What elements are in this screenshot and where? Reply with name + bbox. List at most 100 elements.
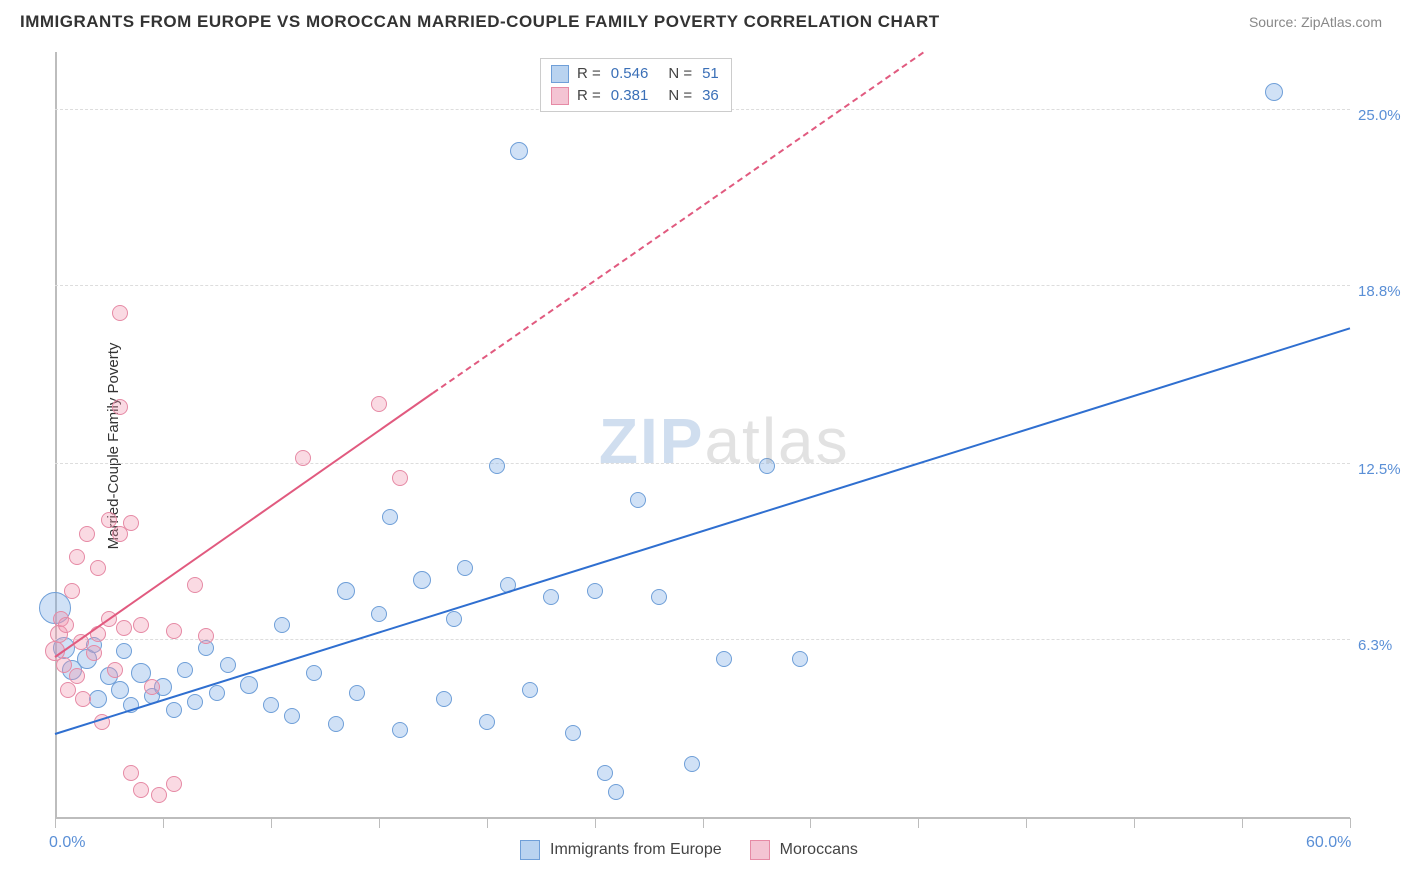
- legend-r-value: 0.381: [609, 85, 651, 107]
- xtick: [1134, 818, 1135, 828]
- data-point-moroccans: [166, 776, 182, 792]
- legend-n-value: 36: [700, 85, 721, 107]
- data-point-europe: [792, 651, 808, 667]
- data-point-europe: [274, 617, 290, 633]
- data-point-moroccans: [86, 645, 102, 661]
- data-point-europe: [565, 725, 581, 741]
- data-point-europe: [284, 708, 300, 724]
- xtick: [810, 818, 811, 828]
- xtick: [918, 818, 919, 828]
- xtick: [1242, 818, 1243, 828]
- data-point-europe: [1265, 83, 1283, 101]
- data-point-moroccans: [75, 691, 91, 707]
- data-point-europe: [630, 492, 646, 508]
- data-point-europe: [328, 716, 344, 732]
- ytick-label: 6.3%: [1358, 637, 1392, 654]
- x-axis-max-label: 60.0%: [1306, 834, 1351, 852]
- data-point-moroccans: [295, 450, 311, 466]
- legend-swatch: [551, 65, 569, 83]
- legend-r-value: 0.546: [609, 63, 651, 85]
- legend-series-label: Moroccans: [780, 841, 858, 859]
- data-point-europe: [522, 682, 538, 698]
- data-point-moroccans: [133, 782, 149, 798]
- legend-n-label: N =: [668, 85, 692, 107]
- xtick: [1026, 818, 1027, 828]
- ytick-label: 18.8%: [1358, 283, 1401, 300]
- plot-area: 6.3%12.5%18.8%25.0%0.0%60.0%: [55, 52, 1350, 818]
- data-point-europe: [479, 714, 495, 730]
- data-point-europe: [209, 685, 225, 701]
- source-credit: Source: ZipAtlas.com: [1249, 14, 1382, 30]
- gridline: [55, 285, 1350, 286]
- data-point-europe: [116, 643, 132, 659]
- legend-stats-row-moroccans: R =0.381N =36: [551, 85, 721, 107]
- data-point-europe: [240, 676, 258, 694]
- xtick: [379, 818, 380, 828]
- data-point-europe: [587, 583, 603, 599]
- legend-r-label: R =: [577, 63, 601, 85]
- data-point-europe: [166, 702, 182, 718]
- data-point-europe: [684, 756, 700, 772]
- data-point-moroccans: [151, 787, 167, 803]
- gridline: [55, 639, 1350, 640]
- data-point-europe: [446, 611, 462, 627]
- data-point-europe: [392, 722, 408, 738]
- legend-stats: R = 0.546 N = 51R = 0.381 N = 36: [540, 58, 732, 112]
- data-point-moroccans: [90, 560, 106, 576]
- legend-n-label: N =: [668, 63, 692, 85]
- data-point-europe: [263, 697, 279, 713]
- data-point-moroccans: [64, 583, 80, 599]
- data-point-moroccans: [371, 396, 387, 412]
- data-point-europe: [337, 582, 355, 600]
- data-point-europe: [489, 458, 505, 474]
- legend-swatch: [551, 87, 569, 105]
- legend-n-value: 51: [700, 63, 721, 85]
- data-point-moroccans: [112, 399, 128, 415]
- data-point-europe: [716, 651, 732, 667]
- xtick: [487, 818, 488, 828]
- data-point-moroccans: [56, 657, 72, 673]
- data-point-europe: [220, 657, 236, 673]
- legend-stats-row-europe: R = 0.546 N = 51: [551, 63, 721, 85]
- data-point-europe: [457, 560, 473, 576]
- source-link[interactable]: ZipAtlas.com: [1301, 14, 1382, 30]
- data-point-moroccans: [187, 577, 203, 593]
- data-point-europe: [608, 784, 624, 800]
- data-point-moroccans: [69, 668, 85, 684]
- data-point-europe: [89, 690, 107, 708]
- source-label: Source:: [1249, 14, 1297, 30]
- data-point-europe: [187, 694, 203, 710]
- data-point-moroccans: [112, 305, 128, 321]
- data-point-moroccans: [60, 682, 76, 698]
- xtick: [595, 818, 596, 828]
- xtick: [271, 818, 272, 828]
- xtick: [163, 818, 164, 828]
- legend-series: Immigrants from EuropeMoroccans: [520, 840, 876, 860]
- data-point-europe: [306, 665, 322, 681]
- gridline: [55, 463, 1350, 464]
- data-point-europe: [413, 571, 431, 589]
- legend-swatch: [750, 840, 770, 860]
- data-point-moroccans: [123, 515, 139, 531]
- xtick: [703, 818, 704, 828]
- data-point-moroccans: [116, 620, 132, 636]
- xtick: [1350, 818, 1351, 828]
- ytick-label: 25.0%: [1358, 107, 1401, 124]
- data-point-moroccans: [69, 549, 85, 565]
- data-point-europe: [177, 662, 193, 678]
- data-point-moroccans: [107, 662, 123, 678]
- data-point-europe: [543, 589, 559, 605]
- xtick: [55, 818, 56, 828]
- data-point-moroccans: [166, 623, 182, 639]
- ytick-label: 12.5%: [1358, 461, 1401, 478]
- data-point-europe: [436, 691, 452, 707]
- data-point-europe: [759, 458, 775, 474]
- data-point-moroccans: [79, 526, 95, 542]
- legend-swatch: [520, 840, 540, 860]
- data-point-europe: [349, 685, 365, 701]
- data-point-moroccans: [123, 765, 139, 781]
- data-point-europe: [510, 142, 528, 160]
- x-axis-min-label: 0.0%: [49, 834, 85, 852]
- data-point-moroccans: [101, 512, 117, 528]
- chart-title: IMMIGRANTS FROM EUROPE VS MOROCCAN MARRI…: [20, 12, 940, 32]
